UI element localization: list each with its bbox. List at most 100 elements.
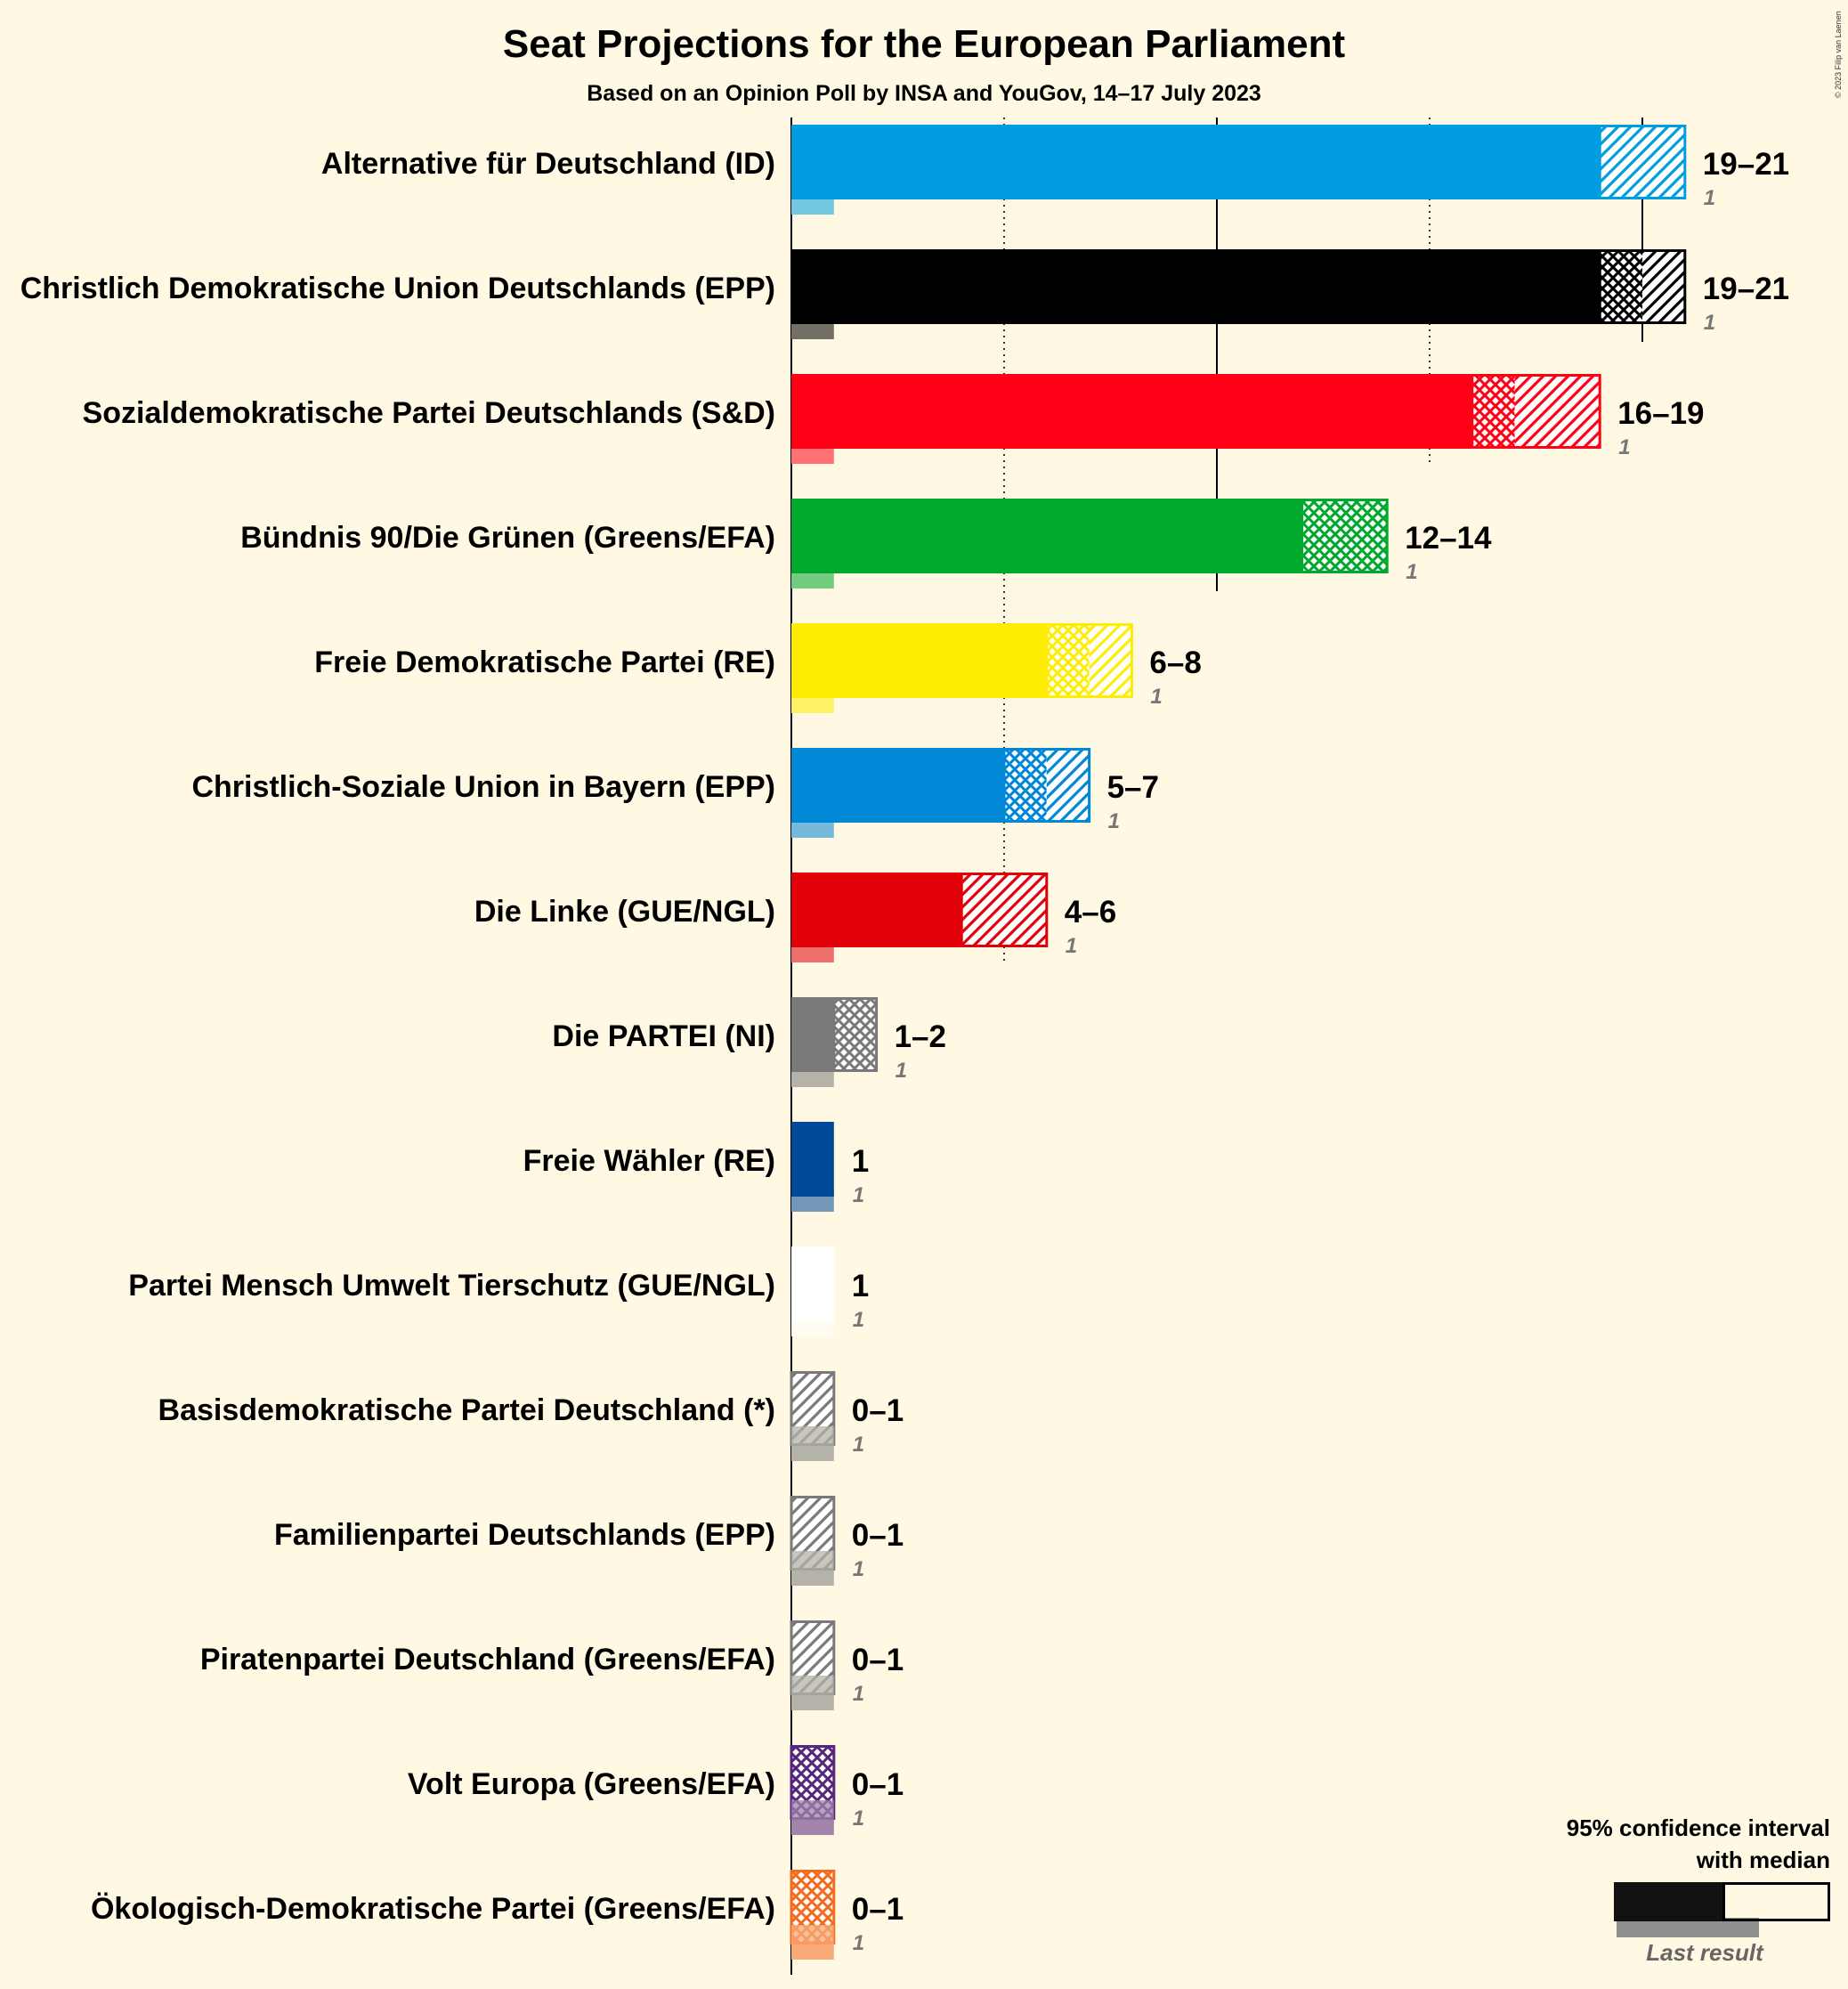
solid-bar [791,997,834,1072]
ci-upper-bar [1600,125,1685,199]
last-result-overlay [791,1551,834,1573]
party-row: Die PARTEI (NI) 1–2 1 [552,997,946,1087]
copyright-notice: © 2023 Filip van Laenen [1834,11,1843,98]
party-label: Basisdemokratische Partei Deutschland (*… [158,1393,775,1427]
range-label: 0–1 [852,1518,904,1553]
ci-lower-bar [833,997,877,1072]
last-result-overlay [791,1676,834,1698]
legend-title-line1: 95% confidence interval [1567,1814,1830,1841]
range-label: 0–1 [852,1767,904,1802]
ci-outline [1002,748,1091,823]
ci-outline [960,873,1049,947]
party-label: Piratenpartei Deutschland (Greens/EFA) [200,1643,775,1676]
last-result-overlay [791,1426,834,1449]
range-label: 1 [852,1144,869,1179]
solid-bar [791,374,1472,449]
range-label: 1 [852,1269,869,1303]
party-row: Alternative für Deutschland (ID) 19–21 1 [321,125,1789,215]
ci-upper-bar [1089,623,1132,698]
last-result-label: 1 [853,1308,864,1332]
party-row: Christlich-Soziale Union in Bayern (EPP)… [191,748,1159,838]
party-row: Volt Europa (Greens/EFA) 0–1 1 [408,1745,904,1835]
range-label: 1–2 [895,1019,946,1054]
ci-lower-bar [1600,249,1642,324]
party-label: Die Linke (GUE/NGL) [474,895,775,929]
ci-lower-bar [1004,748,1047,823]
solid-bar [791,1246,834,1321]
ci-outline [832,997,879,1072]
last-result-label: 1 [896,1059,907,1083]
solid-bar [791,748,1004,823]
party-label: Sozialdemokratische Partei Deutschlands … [83,396,775,430]
last-result-label: 1 [853,1557,864,1581]
party-label: Volt Europa (Greens/EFA) [408,1767,775,1801]
last-result-label: 1 [853,1183,864,1207]
last-result-label: 1 [853,1682,864,1706]
range-label: 0–1 [852,1643,904,1677]
last-result-label: 1 [853,1433,864,1457]
party-label: Die PARTEI (NI) [552,1019,775,1053]
ci-outline [1471,374,1601,449]
legend-title-line2: with median [1696,1847,1830,1873]
legend-last-result-bar [1617,1918,1759,1937]
ci-outline [1598,125,1687,199]
party-label: Freie Demokratische Partei (RE) [314,645,775,679]
party-label: Partei Mensch Umwelt Tierschutz (GUE/NGL… [128,1269,775,1303]
legend-ci-outline [1722,1882,1830,1921]
party-label: Freie Wähler (RE) [523,1144,775,1178]
last-result-label: 1 [1406,560,1417,584]
ci-lower-bar [1046,623,1090,698]
party-label: Bündnis 90/Die Grünen (Greens/EFA) [240,521,775,555]
last-result-label: 1 [853,1806,864,1831]
ci-outline [1301,499,1389,573]
solid-bar [791,499,1302,573]
ci-upper-bar [1046,748,1090,823]
range-label: 5–7 [1107,770,1159,805]
bars: Alternative für Deutschland (ID) 19–211Ch… [20,125,1789,1960]
range-label: 6–8 [1149,645,1201,680]
ci-upper-bar [1642,249,1685,324]
solid-bar [791,1122,834,1197]
range-label: 12–14 [1405,521,1492,556]
last-result-label: 1 [1704,311,1715,335]
range-label: 0–1 [852,1892,904,1927]
solid-bar [791,125,1601,199]
party-label: Ökologisch-Demokratische Partei (Greens/… [91,1892,775,1926]
ci-outline [1045,623,1133,698]
range-label: 19–21 [1703,272,1789,306]
party-row: Freie Demokratische Partei (RE) 6–8 1 [314,623,1202,713]
legend-swatch [1614,1882,1830,1937]
last-result-label: 1 [1108,809,1120,833]
party-row: Piratenpartei Deutschland (Greens/EFA) 0–… [200,1620,904,1710]
ci-outline [1598,249,1687,324]
party-label: Alternative für Deutschland (ID) [321,147,775,181]
legend-solid-bar [1614,1882,1722,1921]
party-row: Bündnis 90/Die Grünen (Greens/EFA) 12–14 1 [240,499,1492,589]
party-label: Christlich-Soziale Union in Bayern (EPP) [191,770,775,804]
last-result-label: 1 [1618,435,1630,459]
party-row: Die Linke (GUE/NGL) 4–6 1 [474,873,1116,962]
ci-upper-bar [1514,374,1601,449]
solid-bar [791,249,1601,324]
solid-bar [791,873,962,947]
range-label: 0–1 [852,1393,904,1428]
range-label: 19–21 [1703,147,1789,182]
party-row: Sozialdemokratische Partei Deutschlands … [83,374,1705,464]
solid-bar [791,623,1047,698]
ci-lower-bar [1471,374,1515,449]
range-label: 4–6 [1065,895,1116,930]
last-result-label: 1 [1066,934,1077,958]
party-row: Familienpartei Deutschlands (EPP) 0–1 1 [274,1496,904,1586]
ci-upper-bar [961,873,1047,947]
party-row: Freie Wähler (RE) 1 1 [523,1122,869,1212]
range-label: 16–19 [1617,396,1704,431]
party-row: Basisdemokratische Partei Deutschland (*… [158,1371,904,1461]
party-row: Christlich Demokratische Union Deutschla… [20,249,1789,339]
ci-lower-bar [1301,499,1388,573]
party-row: Partei Mensch Umwelt Tierschutz (GUE/NGL… [128,1246,869,1336]
party-label: Christlich Demokratische Union Deutschla… [20,272,775,305]
last-result-overlay [791,1925,834,1947]
party-row: Ökologisch-Demokratische Partei (Greens/… [91,1870,904,1960]
last-result-overlay [791,1800,834,1823]
legend-ci-lower-bar [1722,1882,1795,1921]
